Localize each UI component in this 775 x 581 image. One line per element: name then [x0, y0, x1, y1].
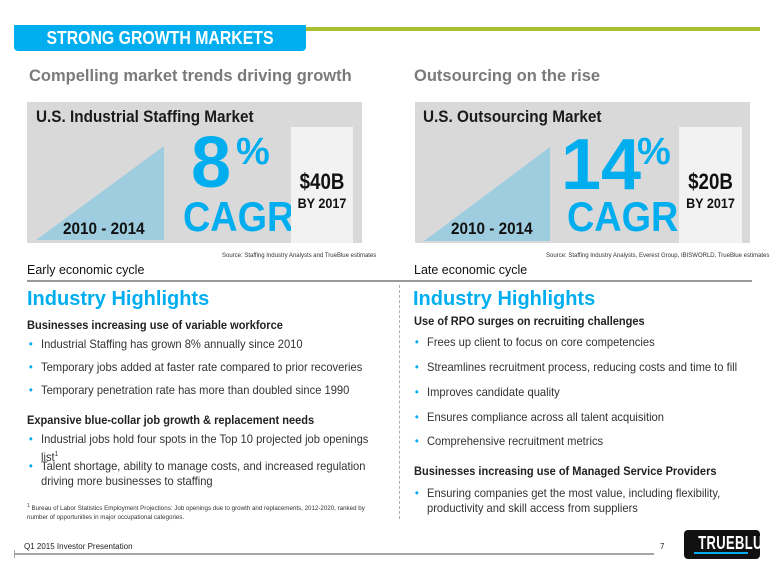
- industrial-cagr-percent: %: [236, 131, 270, 173]
- page-number: 7: [660, 542, 665, 551]
- left-bullet: • Temporary penetration rate has more tha…: [28, 383, 350, 397]
- outsourcing-years: 2010 - 2014: [451, 219, 533, 238]
- right-section-heading: Businesses increasing use of Managed Ser…: [414, 464, 717, 478]
- header-rule: [306, 27, 760, 31]
- left-bullet: • Talent shortage, ability to manage cost…: [28, 459, 366, 488]
- left-section-heading: Expansive blue-collar job growth & repla…: [27, 413, 315, 427]
- right-section-heading: Use of RPO surges on recruiting challeng…: [414, 314, 645, 328]
- outsourcing-size-by: BY 2017: [686, 195, 735, 211]
- industrial-cagr-value: 8: [191, 123, 232, 203]
- industrial-market-title: U.S. Industrial Staffing Market: [36, 107, 254, 126]
- right-bullet: • Frees up client to focus on core compet…: [414, 335, 655, 349]
- left-cycle-label: Early economic cycle: [27, 263, 145, 277]
- bullet-icon: •: [414, 486, 419, 500]
- outsourcing-market-title: U.S. Outsourcing Market: [423, 107, 602, 126]
- industrial-size-box: $40B BY 2017: [291, 127, 353, 243]
- industrial-years: 2010 - 2014: [63, 219, 145, 238]
- right-bullet: • Ensures compliance across all talent ac…: [414, 410, 664, 424]
- bullet-icon: •: [28, 432, 33, 446]
- left-subheading: Compelling market trends driving growth: [29, 67, 352, 85]
- left-highlights-title: Industry Highlights: [27, 288, 210, 310]
- right-bullet: • Streamlines recruitment process, reduci…: [414, 360, 738, 374]
- column-separator: [399, 285, 400, 519]
- left-bullet: • Temporary jobs added at faster rate com…: [28, 360, 363, 374]
- right-bullet: • Comprehensive recruitment metrics: [414, 434, 604, 448]
- industrial-cagr-label: CAGR: [183, 193, 295, 240]
- logo-text: TRUEBLUE: [698, 533, 760, 553]
- left-section-heading: Businesses increasing use of variable wo…: [27, 318, 283, 332]
- growth-triangle-right: [424, 147, 550, 241]
- industrial-source: Source: Staffing Industry Analysts and T…: [222, 253, 377, 259]
- outsourcing-size-amount: $20B: [688, 169, 733, 194]
- left-bullet: • Industrial jobs hold four spots in the …: [28, 432, 369, 464]
- bullet-icon: •: [28, 360, 33, 374]
- outsourcing-cagr-percent: %: [637, 131, 671, 173]
- right-bullet: • Ensuring companies get the most value, …: [414, 486, 721, 515]
- outsourcing-source: Source: Staffing Industry Analysts, Ever…: [546, 253, 770, 259]
- bullet-icon: •: [414, 410, 419, 424]
- outsourcing-cagr-value: 14: [561, 125, 642, 205]
- banner-title: STRONG GROWTH MARKETS: [46, 28, 274, 48]
- industrial-size-by: BY 2017: [297, 195, 347, 211]
- bullet-icon: •: [28, 383, 33, 397]
- logo-underline: [694, 552, 748, 554]
- footer-presentation-label: Q1 2015 Investor Presentation: [24, 542, 133, 551]
- right-highlights-title: Industry Highlights: [413, 288, 596, 310]
- growth-triangle-left: [36, 146, 164, 240]
- right-bullet: • Improves candidate quality: [414, 385, 560, 399]
- left-divider: [27, 280, 363, 282]
- right-subheading: Outsourcing on the rise: [414, 67, 601, 85]
- bullet-icon: •: [414, 385, 419, 399]
- right-divider: [363, 280, 752, 282]
- bullet-icon: •: [28, 459, 33, 473]
- bullet-icon: •: [414, 335, 419, 349]
- footnote-marker: 1: [54, 451, 59, 458]
- bullet-icon: •: [414, 434, 419, 448]
- industrial-size-amount: $40B: [299, 169, 345, 194]
- footer-rule: [14, 553, 654, 555]
- footnote: 1 Bureau of Labor Statistics Employment …: [27, 503, 365, 522]
- outsourcing-size-box: $20B BY 2017: [679, 127, 742, 243]
- bullet-icon: •: [28, 337, 33, 351]
- bullet-icon: •: [414, 360, 419, 374]
- left-bullet: • Industrial Staffing has grown 8% annual…: [28, 337, 303, 351]
- section-banner: STRONG GROWTH MARKETS: [14, 25, 306, 51]
- outsourcing-cagr-label: CAGR: [567, 193, 679, 240]
- right-cycle-label: Late economic cycle: [414, 263, 528, 277]
- trueblue-logo: TRUEBLUE: [684, 530, 760, 559]
